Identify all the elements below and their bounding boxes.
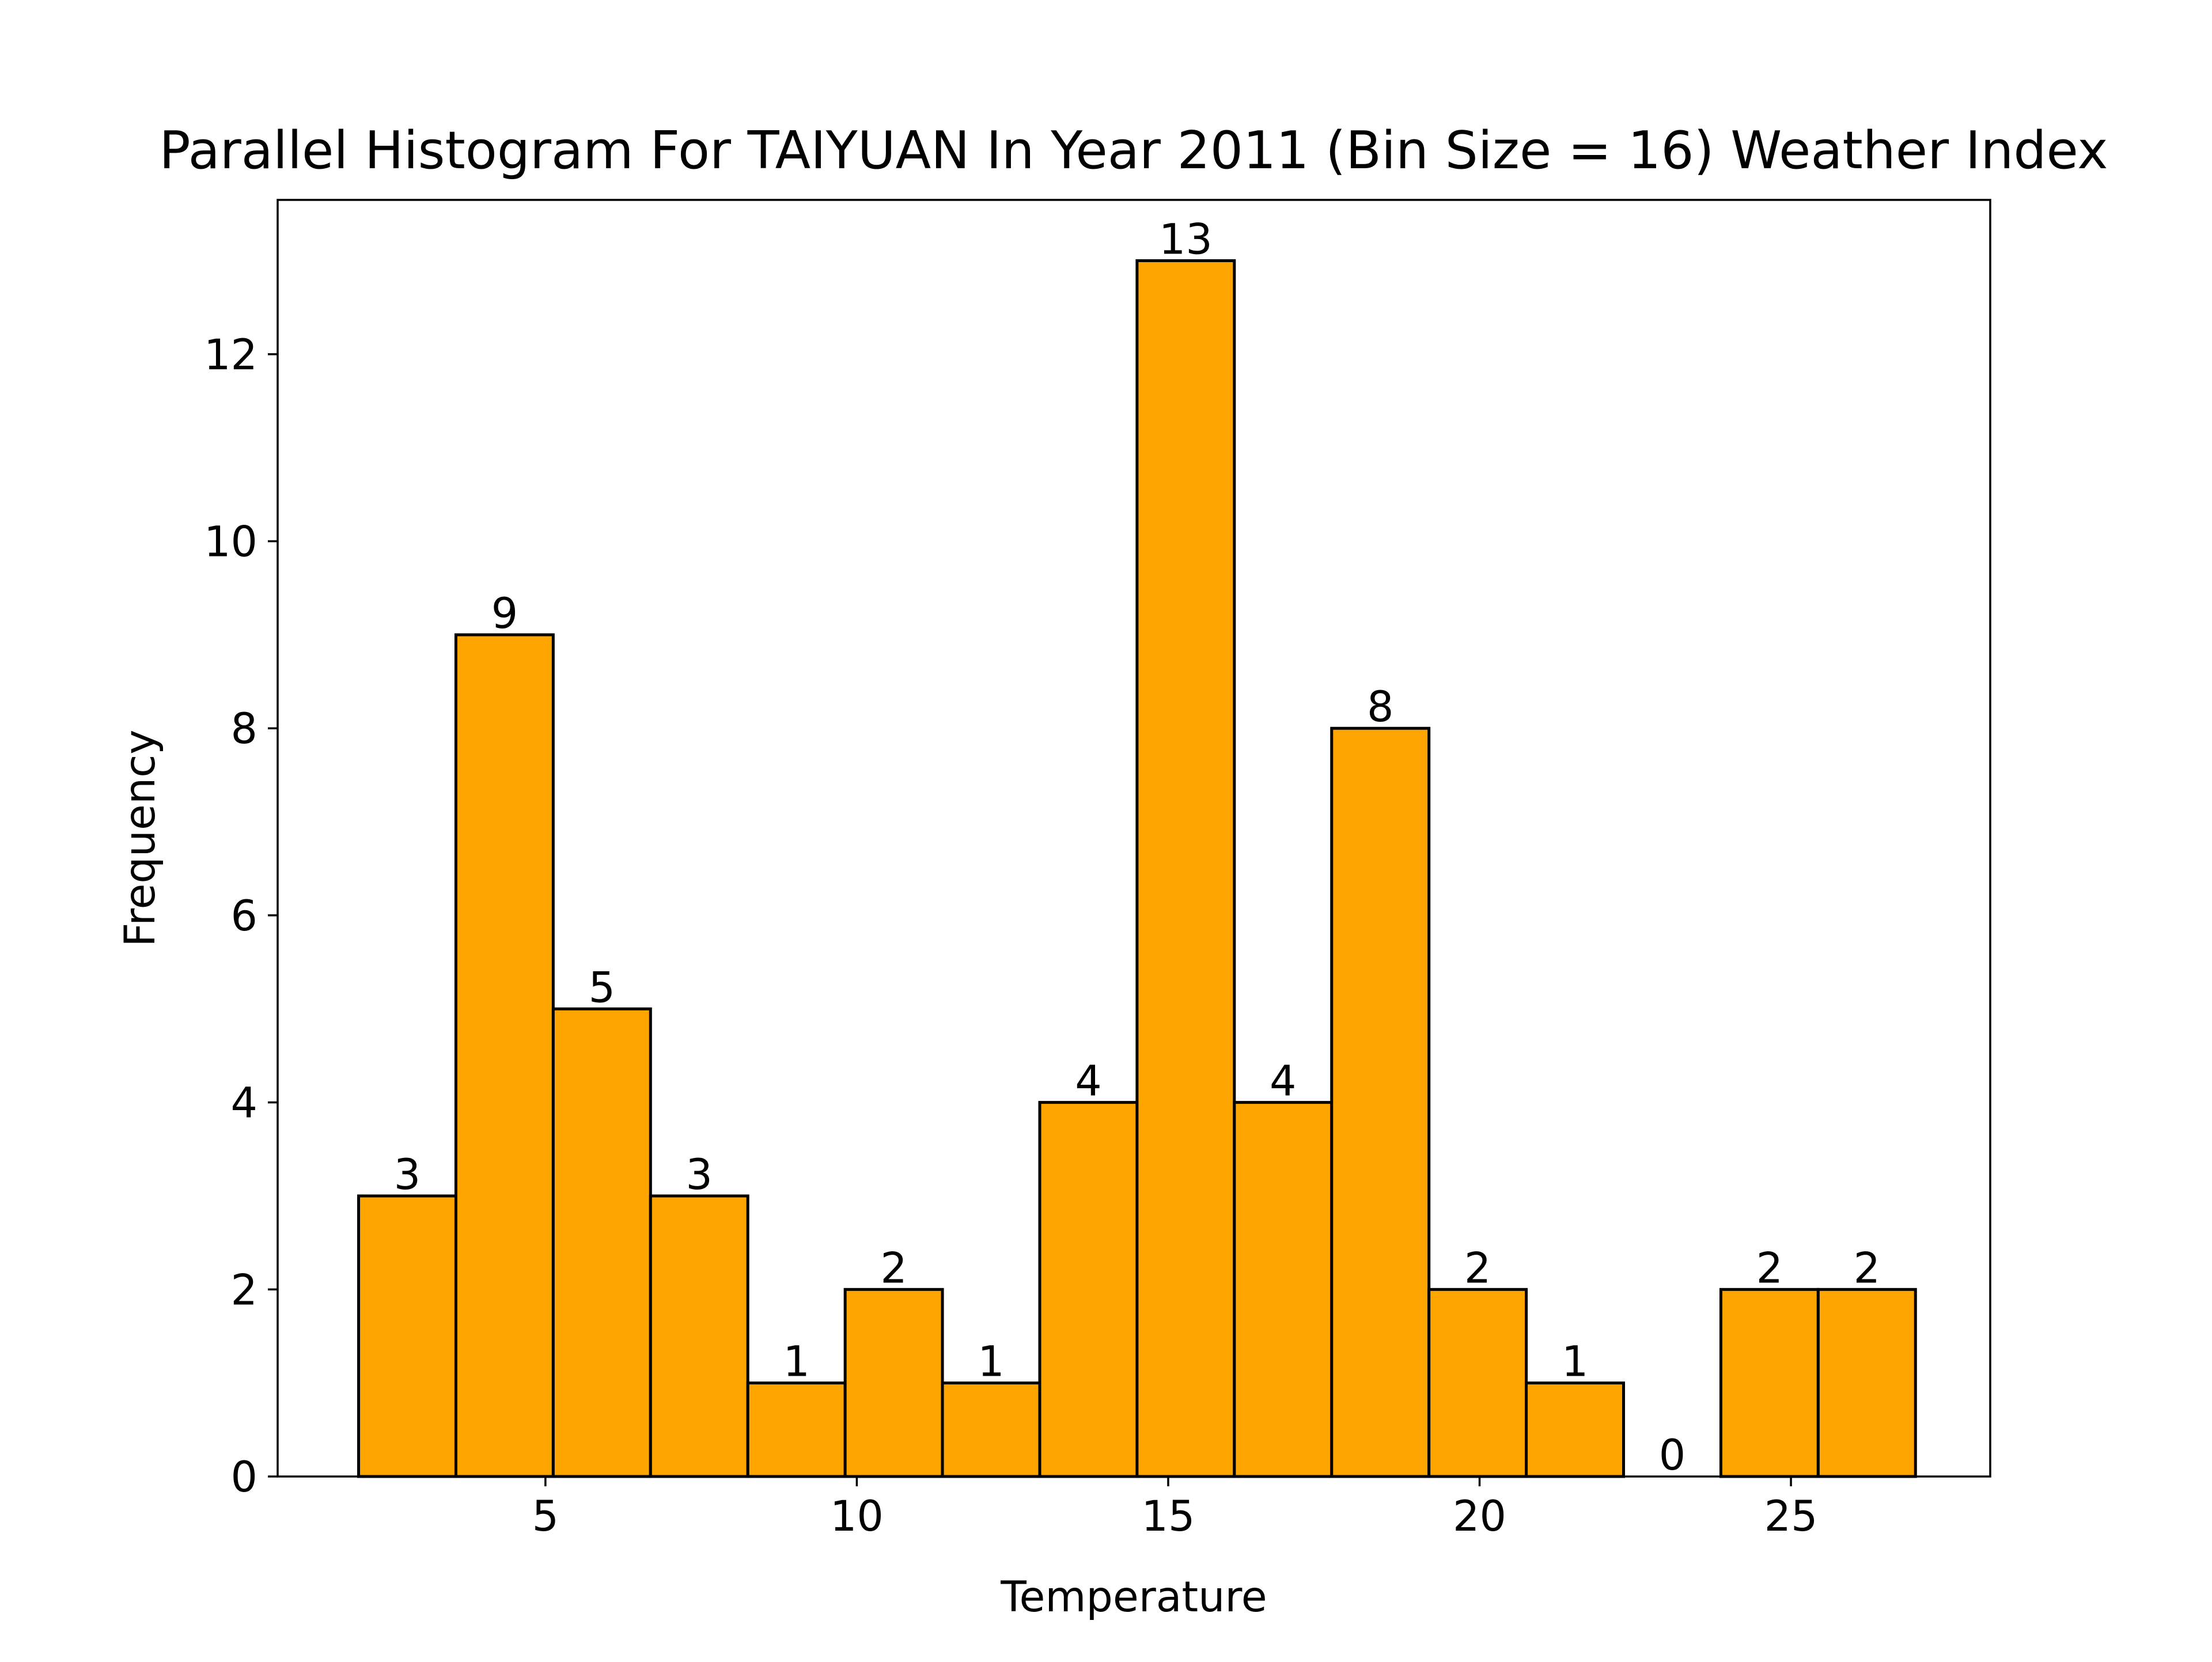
bar-value-label: 1 [1562, 1338, 1588, 1387]
y-tick-label: 12 [204, 331, 257, 380]
histogram-bar [649, 1194, 749, 1478]
histogram-bar [1525, 1381, 1626, 1478]
bar-value-label: 3 [394, 1150, 421, 1199]
x-tick-label: 15 [1142, 1492, 1195, 1541]
histogram-bar [454, 633, 555, 1478]
histogram-bar [941, 1381, 1041, 1478]
x-tick-label: 10 [830, 1492, 884, 1541]
bar-value-label: 3 [686, 1150, 713, 1199]
bar-value-label: 4 [1270, 1057, 1296, 1106]
histogram-bar [1719, 1288, 1820, 1478]
x-tick-label: 5 [532, 1492, 559, 1541]
histogram-bar [1038, 1101, 1139, 1478]
bar-value-label: 4 [1075, 1057, 1101, 1106]
bar-value-label: 0 [1659, 1431, 1685, 1480]
x-axis-label: Temperature [1000, 1573, 1267, 1622]
y-tick-label: 0 [231, 1453, 257, 1502]
histogram-bar [1233, 1101, 1334, 1478]
x-tick-label: 20 [1453, 1492, 1506, 1541]
data-labels-layer: 3 9 5 3 1 2 1 4 13 4 8 2 1 0 2 2 [394, 215, 1880, 1480]
histogram-bar [843, 1288, 944, 1478]
y-axis-label: Frequency [116, 729, 165, 947]
bars-layer [357, 259, 1917, 1478]
bar-value-label: 5 [589, 963, 615, 1012]
bar-value-label: 9 [491, 589, 518, 638]
histogram-bar [1816, 1288, 1917, 1478]
histogram-bar [551, 1007, 652, 1478]
chart-title: Parallel Histogram For TAIYUAN In Year 2… [159, 120, 2108, 181]
histogram-bar [746, 1381, 847, 1478]
histogram-bar [357, 1194, 457, 1478]
bar-value-label: 1 [783, 1338, 809, 1387]
x-tick-label: 25 [1764, 1492, 1818, 1541]
histogram-bar [1135, 259, 1236, 1478]
x-axis-ticks: 5 10 15 20 25 [532, 1477, 1818, 1541]
histogram-bar [1330, 726, 1431, 1478]
y-tick-label: 4 [231, 1079, 257, 1128]
bar-value-label: 13 [1159, 215, 1213, 264]
bar-value-label: 2 [1854, 1244, 1880, 1293]
bar-value-label: 2 [880, 1244, 907, 1293]
bar-value-label: 2 [1464, 1244, 1491, 1293]
y-tick-label: 10 [204, 518, 257, 567]
y-tick-label: 8 [231, 705, 257, 754]
bar-value-label: 2 [1756, 1244, 1783, 1293]
bar-value-label: 1 [978, 1338, 1004, 1387]
y-tick-label: 2 [231, 1266, 257, 1315]
histogram-bar [1427, 1288, 1528, 1478]
y-tick-label: 6 [231, 892, 257, 941]
bar-value-label: 8 [1367, 683, 1393, 732]
plot-frame [276, 199, 1991, 1478]
y-axis-ticks: 0 2 4 6 8 10 12 [204, 331, 278, 1502]
